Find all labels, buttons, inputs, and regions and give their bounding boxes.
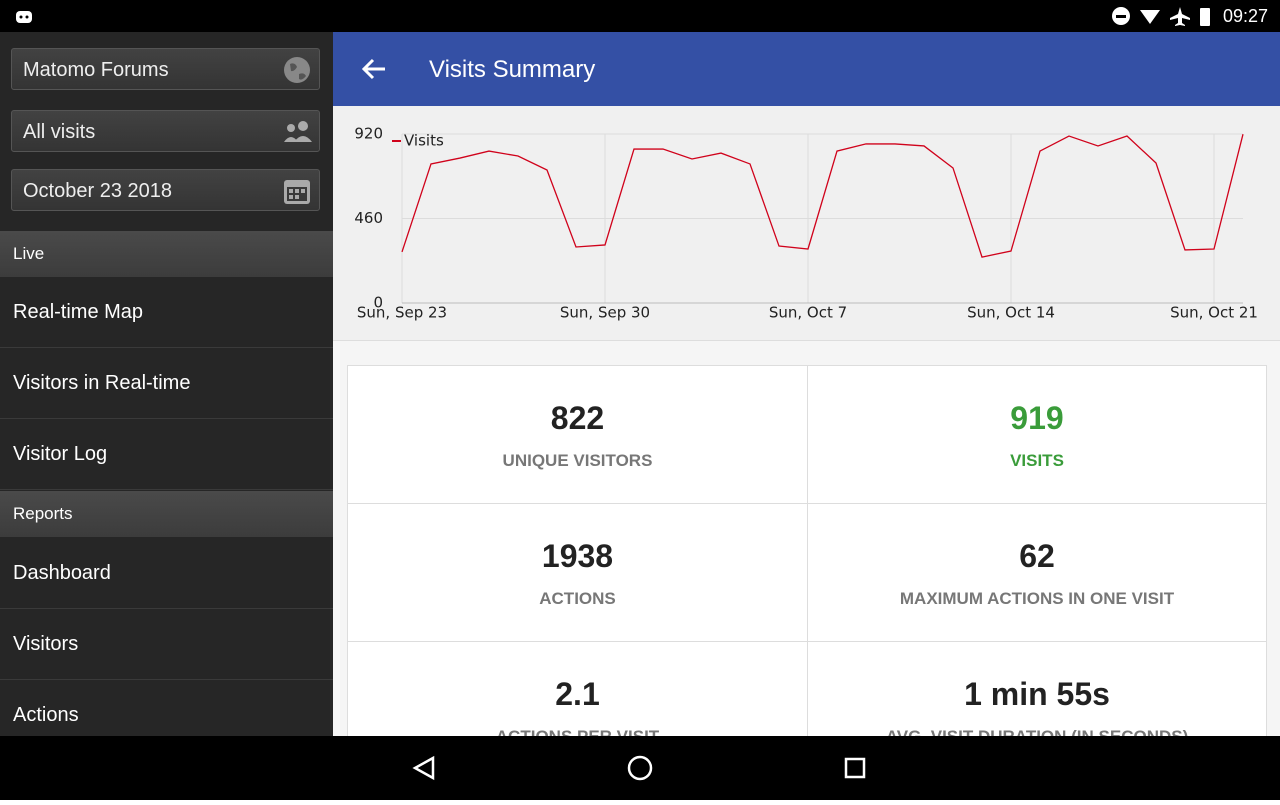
site-selector[interactable]: Matomo Forums [11, 48, 320, 90]
x-tick-label: Sun, Oct 21 [1170, 304, 1258, 322]
metric-value: 1938 [541, 538, 614, 574]
content: 822 UNIQUE VISITORS 919 VISITS 1938 ACTIONS… [333, 340, 1280, 737]
metric-value: 1 min 55s [964, 676, 1110, 712]
metric-label: VISITS [1010, 451, 1064, 470]
metric-cell: 2.1 ACTIONS PER VISIT [347, 641, 808, 737]
x-tick-label: Sun, Sep 30 [560, 304, 650, 322]
x-tick-label: Sun, Sep 23 [357, 304, 447, 322]
section-header: Live [0, 231, 333, 277]
metric-label: UNIQUE VISITORS [502, 451, 653, 470]
globe-icon [284, 57, 310, 83]
home-nav[interactable] [627, 755, 653, 781]
metric-value: 919 [1010, 400, 1064, 436]
legend-label: Visits [404, 132, 444, 150]
line-series [401, 134, 1244, 258]
y-tick-label: 920 [354, 125, 383, 143]
chart: 0 460 920 Sun, Sep 23 Sun, Sep 30 Sun, Oct 7 S… [333, 106, 1280, 340]
section-header: Reports [0, 491, 333, 537]
metric-cell: 822 UNIQUE VISITORS [347, 365, 808, 504]
menu-item[interactable]: Dashboard [0, 538, 333, 609]
calendar-icon [284, 180, 310, 204]
menu-item[interactable]: Visitors [0, 609, 333, 680]
metric-cell: 62 MAXIMUM ACTIONS IN ONE VISIT [807, 503, 1267, 642]
navigation-bar [0, 736, 1280, 800]
y-tick-label: 460 [354, 209, 383, 227]
people-icon [284, 121, 312, 142]
menu-item[interactable]: Visitor Log [0, 419, 333, 490]
date-value: October 23 2018 [23, 180, 172, 202]
metrics-grid: 822 UNIQUE VISITORS 919 VISITS 1938 ACTIONS… [347, 365, 1267, 737]
clock: 09:27 [1222, 6, 1268, 26]
app-bar: Visits Summary [333, 32, 1280, 106]
menu-item[interactable]: Real-time Map [0, 277, 333, 348]
x-tick-label: Sun, Oct 14 [967, 304, 1055, 322]
metric-cell: 1938 ACTIONS [347, 503, 808, 642]
metric-label: AVG. VISIT DURATION (IN SECONDS) [885, 727, 1189, 737]
android-icon [16, 11, 32, 23]
recents-nav[interactable] [844, 757, 866, 779]
site-name: Matomo Forums [23, 59, 169, 81]
menu-item[interactable]: Visitors in Real-time [0, 348, 333, 419]
nav-buttons [412, 755, 866, 781]
status-bar: 09:27 [0, 0, 1280, 32]
menu-item[interactable]: Actions [0, 680, 333, 736]
x-tick-label: Sun, Oct 7 [769, 304, 847, 322]
metric-label: ACTIONS [539, 589, 616, 608]
metric-value: 2.1 [555, 676, 600, 712]
segment-selector[interactable]: All visits [11, 110, 320, 152]
y-tick-label: 0 [373, 294, 383, 312]
back-nav[interactable] [412, 755, 435, 781]
metric-cell: 919 VISITS [807, 365, 1267, 504]
back-button[interactable] [361, 57, 387, 81]
metric-label: MAXIMUM ACTIONS IN ONE VISIT [899, 589, 1175, 608]
metric-label: ACTIONS PER VISIT [495, 727, 660, 737]
segment-name: All visits [23, 121, 96, 143]
date-selector[interactable]: October 23 2018 [11, 169, 320, 211]
status-icons [1112, 7, 1210, 26]
sidebar: Matomo Forums All visits October 23 2018… [0, 32, 333, 736]
metric-value: 822 [550, 400, 605, 436]
metric-value: 62 [1019, 538, 1055, 574]
metric-cell: 1 min 55s AVG. VISIT DURATION (IN SECONDS… [807, 641, 1267, 737]
page-title: Visits Summary [429, 56, 596, 83]
